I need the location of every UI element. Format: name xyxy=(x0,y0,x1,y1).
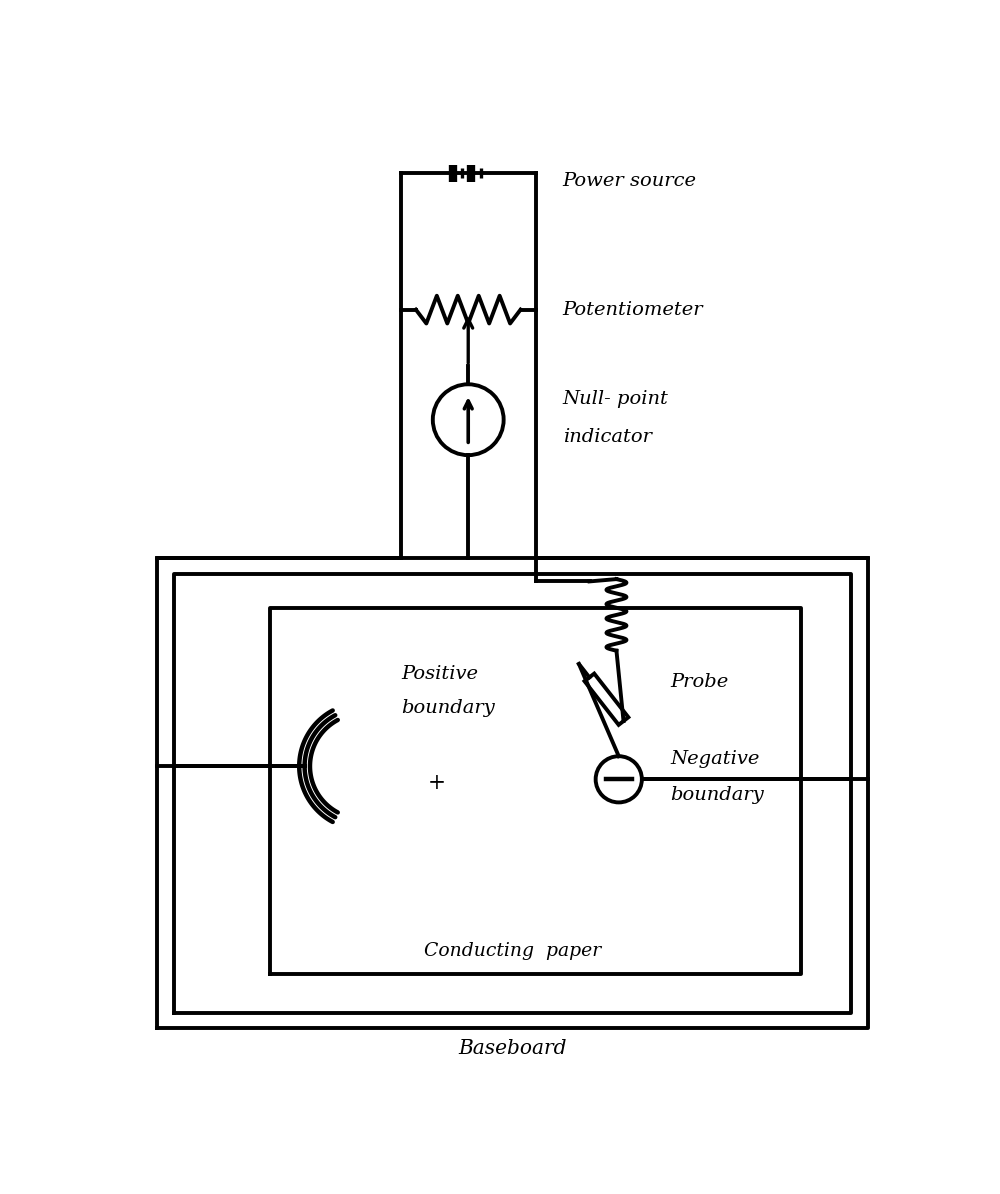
Text: Potentiometer: Potentiometer xyxy=(563,301,703,319)
Text: Negative: Negative xyxy=(670,750,760,768)
Text: +: + xyxy=(428,773,446,794)
Text: Probe: Probe xyxy=(670,672,729,690)
Text: Baseboard: Baseboard xyxy=(458,1039,567,1058)
Text: Positive: Positive xyxy=(401,665,478,683)
Text: Conducting  paper: Conducting paper xyxy=(424,942,601,960)
Text: boundary: boundary xyxy=(401,700,495,718)
Text: indicator: indicator xyxy=(563,429,652,447)
Text: Power source: Power source xyxy=(563,172,697,190)
Text: boundary: boundary xyxy=(670,786,764,804)
Text: Null- point: Null- point xyxy=(563,390,668,408)
